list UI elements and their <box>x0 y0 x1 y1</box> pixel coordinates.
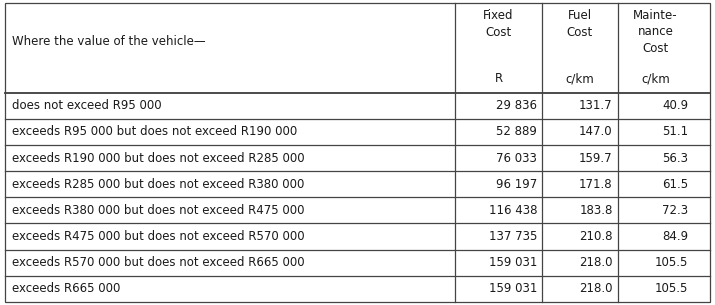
Text: 183.8: 183.8 <box>579 204 613 217</box>
Text: 105.5: 105.5 <box>655 256 688 269</box>
Text: 159 031: 159 031 <box>489 282 537 295</box>
Text: 52 889: 52 889 <box>496 125 537 138</box>
Text: 76 033: 76 033 <box>496 152 537 165</box>
Text: exceeds R380 000 but does not exceed R475 000: exceeds R380 000 but does not exceed R47… <box>12 204 305 217</box>
Text: exceeds R570 000 but does not exceed R665 000: exceeds R570 000 but does not exceed R66… <box>12 256 305 269</box>
Text: 72.3: 72.3 <box>662 204 688 217</box>
Text: 137 735: 137 735 <box>489 230 537 243</box>
Text: 159.7: 159.7 <box>579 152 613 165</box>
Text: 131.7: 131.7 <box>579 99 613 112</box>
Text: 84.9: 84.9 <box>662 230 688 243</box>
Text: 96 197: 96 197 <box>496 178 537 191</box>
Text: Fuel
Cost: Fuel Cost <box>567 9 593 39</box>
Text: 218.0: 218.0 <box>579 256 613 269</box>
Text: Where the value of the vehicle—: Where the value of the vehicle— <box>12 35 206 48</box>
Text: 159 031: 159 031 <box>489 256 537 269</box>
Text: 56.3: 56.3 <box>662 152 688 165</box>
Text: R: R <box>495 72 503 85</box>
Text: 147.0: 147.0 <box>579 125 613 138</box>
Text: exceeds R95 000 but does not exceed R190 000: exceeds R95 000 but does not exceed R190… <box>12 125 297 138</box>
Text: 105.5: 105.5 <box>655 282 688 295</box>
Text: exceeds R190 000 but does not exceed R285 000: exceeds R190 000 but does not exceed R28… <box>12 152 305 165</box>
Text: 40.9: 40.9 <box>662 99 688 112</box>
Text: Mainte-
nance
Cost: Mainte- nance Cost <box>633 9 678 55</box>
Text: 218.0: 218.0 <box>579 282 613 295</box>
Text: 61.5: 61.5 <box>662 178 688 191</box>
Text: 51.1: 51.1 <box>662 125 688 138</box>
Text: does not exceed R95 000: does not exceed R95 000 <box>12 99 162 112</box>
Text: exceeds R475 000 but does not exceed R570 000: exceeds R475 000 but does not exceed R57… <box>12 230 305 243</box>
Text: exceeds R665 000: exceeds R665 000 <box>12 282 121 295</box>
Text: c/km: c/km <box>566 72 594 85</box>
Text: 210.8: 210.8 <box>579 230 613 243</box>
Text: exceeds R285 000 but does not exceed R380 000: exceeds R285 000 but does not exceed R38… <box>12 178 305 191</box>
Text: c/km: c/km <box>641 72 670 85</box>
Text: 171.8: 171.8 <box>579 178 613 191</box>
Text: Fixed
Cost: Fixed Cost <box>483 9 514 39</box>
Text: 29 836: 29 836 <box>496 99 537 112</box>
Text: 116 438: 116 438 <box>488 204 537 217</box>
